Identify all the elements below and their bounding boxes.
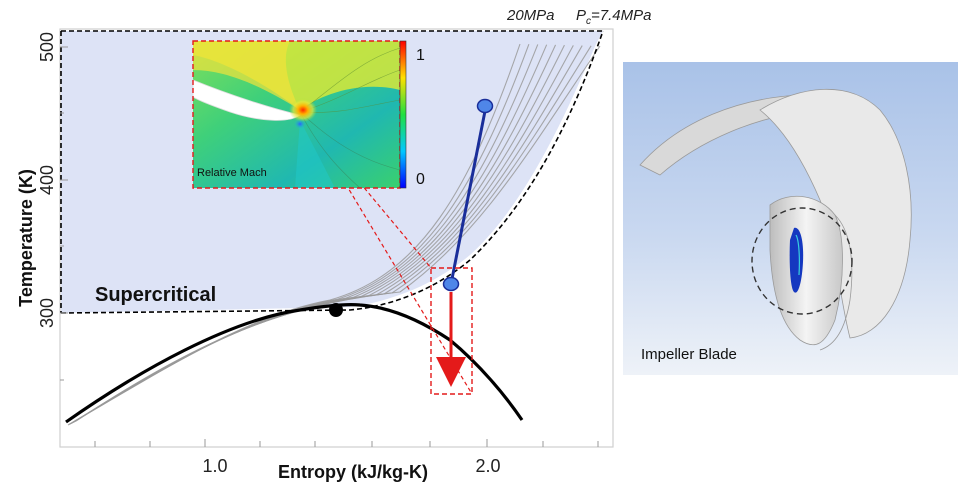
pc-value: =7.4MPa xyxy=(591,7,651,24)
saturation-dome xyxy=(65,303,524,424)
zoom-connector-2 xyxy=(305,117,473,395)
isobar-20mpa-label: 20MPa xyxy=(506,7,555,24)
cavitation-highlight-ellipse xyxy=(751,207,853,315)
impeller-label: Impeller Blade xyxy=(641,346,737,363)
critical-point-marker xyxy=(329,303,343,317)
y-tick-500: 500 xyxy=(37,32,57,62)
x-axis-label: Entropy (kJ/kg-K) xyxy=(278,462,428,482)
impeller-image xyxy=(623,62,958,375)
pc-subscript: c xyxy=(586,16,591,27)
y-tick-400: 400 xyxy=(37,165,57,195)
isobar-pc-label: Pc=7.4MPa xyxy=(576,7,651,27)
highlight-box xyxy=(430,267,473,395)
y-axis-label: Temperature (K) xyxy=(16,169,36,307)
x-tick-2: 2.0 xyxy=(475,456,500,476)
state-point-low xyxy=(442,276,460,292)
compression-path xyxy=(449,105,488,285)
mach-colorbar xyxy=(399,40,407,189)
colorbar-min-label: 0 xyxy=(416,171,425,188)
inset-label: Relative Mach xyxy=(197,167,267,179)
isobar-lines xyxy=(67,43,601,426)
critical-isobar xyxy=(60,30,604,314)
y-tick-300: 300 xyxy=(37,298,57,328)
pc-symbol: P xyxy=(576,7,586,24)
zoom-connector xyxy=(305,117,432,269)
x-tick-1: 1.0 xyxy=(202,456,227,476)
supercritical-label: Supercritical xyxy=(95,284,216,306)
axis-ticks xyxy=(60,46,599,447)
mach-contour-inset xyxy=(192,40,407,189)
state-point-high xyxy=(476,98,494,114)
colorbar-max-label: 1 xyxy=(416,47,425,64)
isobar-line xyxy=(75,45,601,422)
